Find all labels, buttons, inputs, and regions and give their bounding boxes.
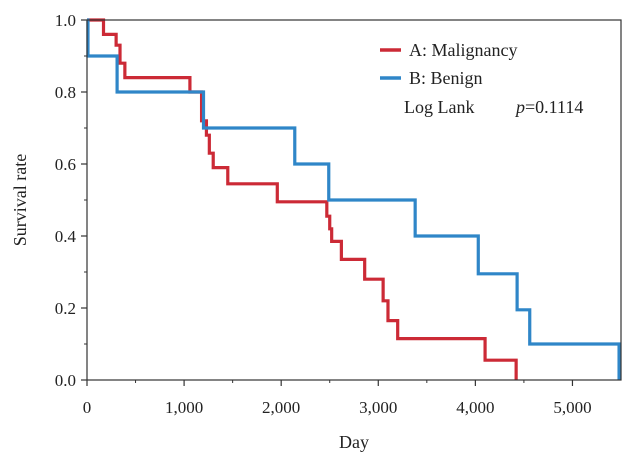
- legend-label-malignancy: A: Malignancy: [409, 40, 517, 60]
- y-axis-title: Survival rate: [10, 154, 30, 246]
- x-tick-label: 0: [83, 398, 92, 417]
- y-tick-label: 0.4: [55, 227, 77, 246]
- x-tick-label: 2,000: [262, 398, 300, 417]
- p-symbol: p: [514, 97, 525, 117]
- legend-label-benign: B: Benign: [409, 68, 483, 88]
- x-axis-title: Day: [339, 432, 369, 452]
- x-tick-label: 3,000: [359, 398, 397, 417]
- y-tick-label: 0.2: [55, 299, 76, 318]
- x-tick-label: 5,000: [553, 398, 591, 417]
- y-tick-label: 0.6: [55, 155, 76, 174]
- x-tick-label: 4,000: [456, 398, 494, 417]
- log-rank-label: Log Lank: [404, 97, 474, 117]
- p-value-annotation: p=0.1114: [514, 97, 583, 117]
- x-tick-label: 1,000: [165, 398, 203, 417]
- plot-area-frame: [86, 19, 622, 381]
- y-tick-label: 0.0: [55, 371, 76, 390]
- legend: A: Malignancy B: Benign Log Lank p=0.111…: [380, 40, 583, 117]
- y-tick-label: 0.8: [55, 83, 76, 102]
- series-line-malignancy: [87, 18, 518, 380]
- tick-layer: 0.0 0.2 0.4 0.6 0.8 1.0 0 1,000 2,000 3,000 4,000 5…: [55, 11, 592, 417]
- series-layer: [86, 18, 621, 380]
- series-line-benign: [86, 18, 621, 380]
- p-value: =0.1114: [525, 97, 583, 117]
- y-tick-label: 1.0: [55, 11, 76, 30]
